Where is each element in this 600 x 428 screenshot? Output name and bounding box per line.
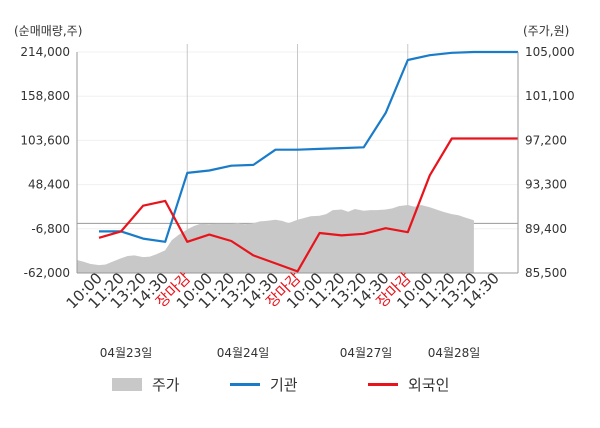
right-tick-label: 85,500 (525, 266, 567, 280)
series-area-주가 (77, 205, 474, 273)
legend: 주가 기관 외국인 (112, 376, 449, 394)
right-tick-label: 93,300 (525, 178, 567, 192)
plot-area (77, 44, 518, 274)
series-line-기관 (99, 50, 518, 243)
left-tick-label: 103,600 (20, 133, 70, 147)
right-axis-unit: (주가,원) (523, 24, 569, 38)
date-label: 04월23일 (100, 346, 153, 360)
legend-label: 기관 (270, 376, 298, 394)
left-tick-label: 48,400 (28, 178, 70, 192)
date-label: 04월27일 (340, 346, 393, 360)
left-tick-label: 214,000 (20, 45, 70, 59)
series-line-외국인 (98, 137, 518, 273)
date-label: 04월24일 (217, 346, 270, 360)
left-tick-label: -62,000 (24, 266, 70, 280)
right-tick-label: 105,000 (525, 45, 575, 59)
axes: 214,000 105,000 158,800 101,100 103,600 97,20… (20, 45, 574, 360)
legend-label: 외국인 (408, 376, 449, 394)
left-tick-label: 158,800 (20, 89, 70, 103)
date-label: 04월28일 (428, 346, 481, 360)
right-tick-label: 101,100 (525, 89, 575, 103)
right-tick-label: 89,400 (525, 222, 567, 236)
left-tick-label: -6,800 (31, 222, 70, 236)
legend-swatch-area (112, 378, 142, 391)
right-tick-label: 97,200 (525, 133, 567, 147)
left-axis-unit: (순매매량,주) (14, 24, 82, 38)
legend-label: 주가 (152, 376, 180, 394)
